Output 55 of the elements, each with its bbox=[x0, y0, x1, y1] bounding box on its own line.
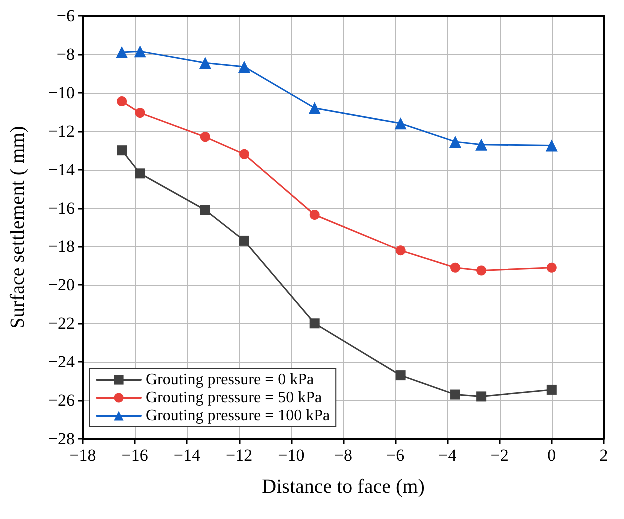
x-tick-label: −8 bbox=[334, 446, 353, 465]
point bbox=[308, 102, 321, 114]
y-tick-label: −26 bbox=[48, 391, 75, 410]
point bbox=[240, 149, 250, 160]
x-tick-label: −12 bbox=[226, 446, 253, 465]
legend-label: Grouting pressure = 50 kPa bbox=[146, 390, 322, 406]
y-tick-label: −12 bbox=[48, 122, 75, 141]
point bbox=[117, 146, 128, 156]
point bbox=[450, 390, 461, 400]
y-tick-label: −6 bbox=[56, 6, 75, 26]
point bbox=[476, 266, 487, 276]
point bbox=[396, 246, 406, 256]
point bbox=[116, 46, 128, 59]
point bbox=[450, 136, 462, 148]
x-tick-label: −16 bbox=[122, 446, 148, 465]
point bbox=[396, 370, 406, 381]
y-axis-title: Surface settlement ( mm) bbox=[7, 126, 29, 329]
y-tick-label: −8 bbox=[56, 44, 75, 64]
x-tick-label: −14 bbox=[174, 446, 201, 465]
point bbox=[310, 318, 320, 329]
point bbox=[199, 57, 212, 70]
point bbox=[135, 168, 146, 179]
x-axis-title: Distance to face (m) bbox=[262, 476, 425, 498]
y-tick-label: −24 bbox=[48, 352, 76, 372]
x-tick-label: −10 bbox=[278, 446, 305, 465]
x-tick-label: −2 bbox=[490, 446, 509, 465]
y-tick-label: −14 bbox=[48, 160, 76, 180]
point bbox=[238, 60, 251, 73]
x-tick-label: 2 bbox=[600, 446, 608, 465]
y-tick-label: −10 bbox=[48, 83, 75, 102]
point bbox=[546, 262, 557, 273]
y-tick-label: −16 bbox=[48, 198, 75, 218]
point bbox=[476, 392, 487, 402]
x-tick-label: −6 bbox=[386, 446, 405, 465]
point bbox=[450, 262, 461, 273]
point bbox=[476, 138, 488, 151]
point bbox=[546, 140, 558, 152]
x-tick-label: −4 bbox=[438, 446, 458, 465]
point bbox=[135, 108, 146, 118]
x-tick-label: 0 bbox=[548, 446, 556, 465]
y-tick-label: −22 bbox=[48, 314, 75, 334]
y-tick-label: −18 bbox=[48, 237, 75, 256]
point bbox=[310, 210, 320, 220]
legend-label: Grouting pressure = 0 kPa bbox=[146, 372, 314, 388]
point bbox=[394, 118, 407, 130]
point bbox=[134, 46, 146, 58]
point bbox=[117, 96, 128, 107]
legend-label: Grouting pressure = 100 kPa bbox=[146, 408, 330, 424]
point bbox=[200, 205, 210, 216]
y-tick-label: −20 bbox=[48, 276, 75, 295]
x-tick-label: −18 bbox=[70, 446, 96, 465]
point bbox=[546, 384, 557, 395]
y-tick-label: −28 bbox=[48, 430, 75, 448]
point bbox=[240, 236, 250, 246]
point bbox=[200, 132, 210, 142]
